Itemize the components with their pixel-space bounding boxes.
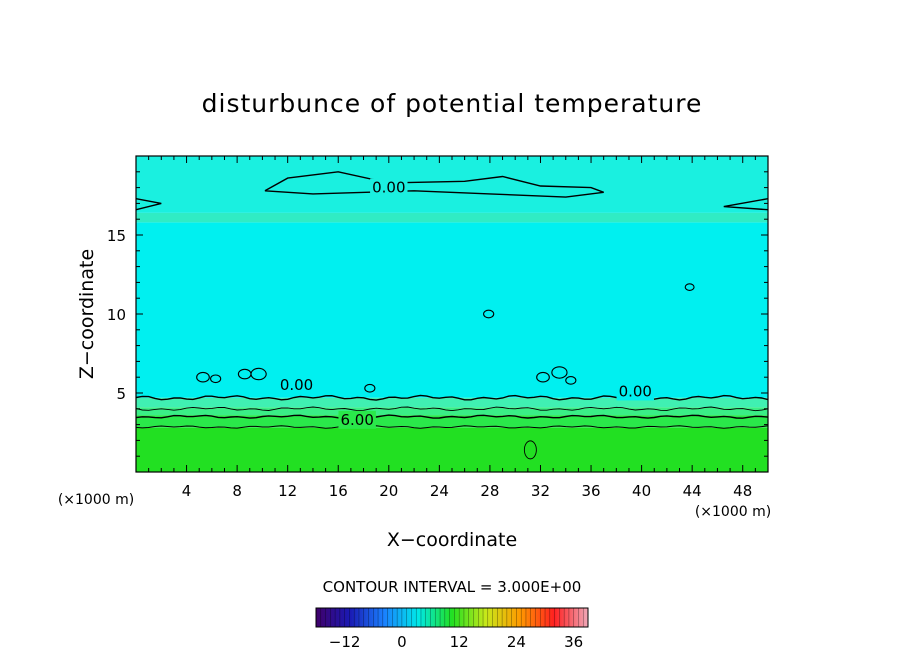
x-tick-label-4: 20: [379, 482, 398, 500]
y-axis: 5 10 15: [107, 171, 768, 457]
x-tick-label-11: 48: [733, 482, 752, 500]
x-unit-right: (×1000 m): [695, 504, 771, 520]
contour-cell-4: [364, 383, 376, 393]
contour-line-0: [136, 425, 768, 429]
x-tick-label-2: 12: [278, 482, 297, 500]
x-axis: 4 8 12 16 20 24 28 32 36 40 44 48: [148, 156, 756, 500]
colorbar-label-3: 24: [507, 633, 526, 651]
x-axis-label: X−coordinate: [387, 529, 517, 551]
contour-cell-8: [684, 283, 695, 292]
contour-label-1: 0.00: [280, 376, 313, 394]
contour-cell-3: [250, 367, 267, 381]
x-tick-label-1: 8: [232, 482, 242, 500]
contour-line-2: [136, 406, 768, 412]
x-tick-label-10: 44: [683, 482, 702, 500]
contour-cell-low: [523, 440, 537, 460]
contour-line-1: [136, 414, 768, 419]
field-band-6: [136, 156, 768, 213]
contour-label-2: 0.00: [619, 382, 652, 400]
contour-upper-right: [723, 197, 768, 211]
colorbar-label-4: 36: [564, 633, 583, 651]
field-band-1: [136, 415, 768, 428]
contour-label-bg-2: [616, 382, 654, 401]
contour-cell-0: [196, 371, 210, 383]
colorbar-label-1: 0: [397, 633, 407, 651]
x-tick-label-5: 24: [430, 482, 449, 500]
contour-label-bg-3: [338, 410, 376, 429]
field-band-0: [136, 427, 768, 472]
contour-cell-5: [536, 371, 550, 383]
x-tick-label-0: 4: [182, 482, 192, 500]
contour-lines: [136, 171, 768, 460]
colorbar-label-0: −12: [329, 633, 361, 651]
field-band-2: [136, 407, 768, 416]
contour-line-3: [136, 394, 768, 401]
colorbar-label-2: 12: [450, 633, 469, 651]
chart-title: disturbunce of potential temperature: [202, 89, 703, 118]
contour-label-bg-0: [370, 178, 408, 197]
y-axis-label: Z−coordinate: [76, 249, 98, 379]
y-tick-label-2: 15: [107, 227, 126, 245]
x-tick-label-9: 40: [632, 482, 651, 500]
contour-upper-left: [136, 197, 162, 211]
field-bands: [136, 156, 768, 472]
field-band-5: [136, 212, 768, 223]
contour-interval: CONTOUR INTERVAL = 3.000E+00: [323, 578, 582, 596]
contour-label-3: 6.00: [340, 411, 373, 429]
contour-cell-7: [565, 376, 577, 385]
colorbar: −12 0 12 24 36: [315, 607, 589, 651]
contour-cell-6: [551, 366, 568, 379]
x-unit-left: (×1000 m): [58, 492, 134, 508]
x-tick-label-3: 16: [329, 482, 348, 500]
plot-area: 0.00 0.00 0.00 6.00: [135, 155, 769, 473]
contour-cell-1: [210, 374, 222, 384]
y-tick-label-1: 10: [107, 306, 126, 324]
contour-label-0: 0.00: [372, 179, 405, 197]
contour-cell-9: [483, 309, 495, 319]
x-tick-label-8: 36: [581, 482, 600, 500]
contour-label-bg-1: [277, 376, 316, 395]
x-tick-label-6: 28: [480, 482, 499, 500]
y-tick-label-0: 5: [116, 385, 126, 403]
field-band-4: [136, 222, 768, 398]
contour-upper-loop: [264, 171, 604, 198]
contour-labels: 0.00 0.00 0.00 6.00: [277, 178, 654, 429]
x-tick-label-7: 32: [531, 482, 550, 500]
field-band-3: [136, 397, 768, 408]
